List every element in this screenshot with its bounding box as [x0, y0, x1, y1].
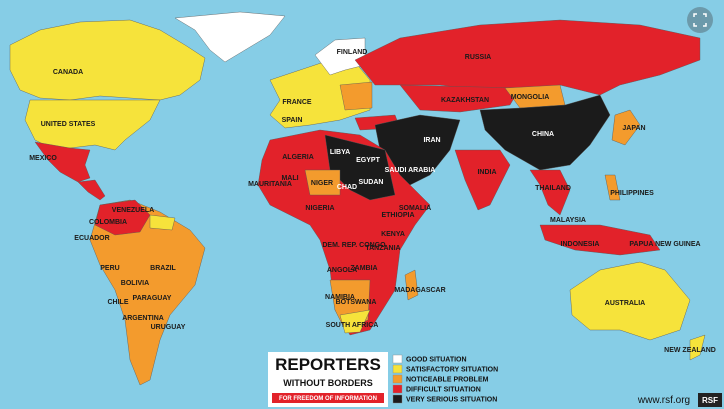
country-label: AUSTRALIA [605, 300, 645, 307]
central-asia [399, 84, 521, 113]
legend-label: DIFFICULT SITUATION [406, 386, 481, 393]
country-label: INDONESIA [561, 241, 600, 248]
country-label: SAUDI ARABIA [385, 167, 436, 174]
legend-swatch [392, 364, 403, 374]
country-label: ECUADOR [74, 235, 109, 242]
badge: RSF [702, 396, 718, 405]
country-label: COLOMBIA [89, 219, 127, 226]
legend-swatch [392, 394, 403, 404]
australia [569, 261, 691, 341]
country-label: SOUTH AFRICA [326, 322, 379, 329]
legend-label: GOOD SITUATION [406, 356, 467, 363]
country-label: NAMIBIA [325, 294, 355, 301]
greenland [174, 11, 286, 63]
legend-swatch [392, 354, 403, 364]
country-label: NIGER [311, 180, 333, 187]
new-zealand [689, 334, 706, 361]
india [454, 149, 511, 211]
footer-url: www.rsf.org [637, 395, 690, 406]
logo-title: REPORTERS [275, 355, 381, 374]
country-label: URUGUAY [151, 324, 186, 331]
country-label: PERU [100, 265, 119, 272]
canada [9, 19, 206, 101]
country-label: ZAMBIA [350, 265, 377, 272]
country-label: EGYPT [356, 157, 380, 164]
country-label: MALAYSIA [550, 217, 586, 224]
badge-box [698, 393, 722, 407]
country-label: BOTSWANA [336, 299, 377, 306]
niger [304, 169, 341, 196]
country-labels: CANADA UNITED STATES MEXICO RUSSIA CHINA MONG… [29, 49, 716, 354]
country-label: PHILIPPINES [610, 190, 654, 197]
legend-label: VERY SERIOUS SITUATION [406, 396, 497, 403]
country-label: MEXICO [29, 155, 57, 162]
eastern-europe [339, 81, 373, 111]
country-label: THAILAND [535, 185, 571, 192]
country-label: KAZAKHSTAN [441, 97, 489, 104]
country-label: TANZANIA [365, 245, 400, 252]
country-label: LIBYA [330, 149, 350, 156]
country-label: CANADA [53, 69, 83, 76]
country-label: MALI [281, 175, 298, 182]
expand-button[interactable] [687, 7, 713, 33]
country-label: INDIA [477, 169, 496, 176]
legend-swatch [392, 384, 403, 394]
madagascar [404, 269, 419, 301]
legend-label: NOTICEABLE PROBLEM [406, 376, 489, 383]
guianas [149, 214, 176, 231]
country-label: NIGERIA [305, 205, 334, 212]
country-label: DEM. REP. CONGO [322, 242, 386, 249]
logo-subtitle: WITHOUT BORDERS [283, 378, 373, 388]
country-label: FRANCE [282, 99, 311, 106]
logo-tagline: FOR FREEDOM OF INFORMATION [279, 396, 377, 402]
country-label: FINLAND [337, 49, 368, 56]
southeast-asia [529, 169, 571, 216]
philippines [604, 174, 621, 201]
country-label: MADAGASCAR [394, 287, 445, 294]
japan [611, 109, 641, 146]
country-label: CHINA [532, 131, 554, 138]
country-label: SPAIN [282, 117, 303, 124]
land [9, 11, 706, 386]
country-label: NEW ZEALAND [664, 347, 716, 354]
south-america [89, 199, 206, 386]
legend-label: SATISFACTORY SITUATION [406, 366, 498, 373]
south-africa [339, 309, 371, 334]
united-states [24, 99, 161, 151]
expand-icon [693, 13, 707, 27]
country-label: IRAN [423, 137, 440, 144]
country-label: CHILE [108, 299, 129, 306]
country-label: RUSSIA [465, 54, 491, 61]
china [479, 94, 611, 171]
country-label: CHAD [337, 184, 357, 191]
country-label: BOLIVIA [121, 280, 149, 287]
country-label: VENEZUELA [112, 207, 154, 214]
country-label: SOMALIA [399, 205, 431, 212]
central-america [77, 179, 106, 201]
country-label: MONGOLIA [511, 94, 550, 101]
country-label: SUDAN [359, 179, 384, 186]
country-label: BRAZIL [150, 265, 176, 272]
country-label: JAPAN [622, 125, 645, 132]
country-label: UNITED STATES [41, 121, 96, 128]
country-label: PARAGUAY [133, 295, 172, 302]
legend: GOOD SITUATION SATISFACTORY SITUATION NOTI… [392, 354, 498, 404]
country-label: MAURITANIA [248, 181, 292, 188]
country-label: ALGERIA [282, 154, 314, 161]
country-label: ARGENTINA [122, 315, 164, 322]
country-label: ANGOLA [327, 267, 357, 274]
mexico [34, 141, 91, 183]
indonesia [539, 224, 661, 256]
country-label: KENYA [381, 231, 405, 238]
country-label: ETHIOPIA [381, 212, 414, 219]
colombia-venezuela [94, 199, 151, 236]
country-label: PAPUA NEW GUINEA [629, 241, 700, 248]
russia [354, 19, 701, 96]
legend-swatch [392, 374, 403, 384]
logo-band [272, 393, 384, 403]
